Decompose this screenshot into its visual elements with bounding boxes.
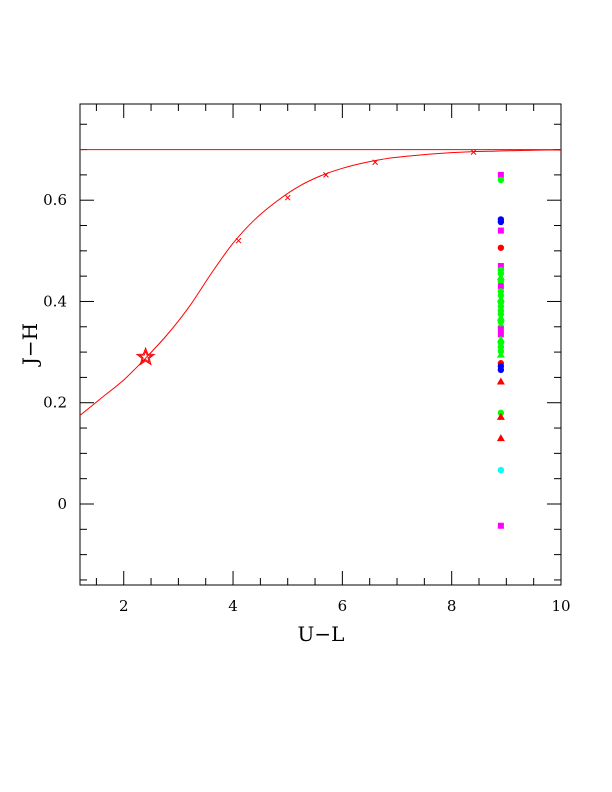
y-axis-label: J−H — [18, 323, 42, 367]
data-points — [496, 171, 505, 529]
curve-cross-marker — [372, 159, 379, 166]
y-tick-label: 0.4 — [43, 292, 67, 310]
plot-frame — [79, 103, 562, 586]
point-circle — [497, 318, 505, 325]
curve-cross-marker — [323, 172, 329, 178]
plot-frame-rect — [79, 103, 562, 586]
tick-labels: 2 4 6 8 10 0 0.2 0.4 0.6 — [43, 191, 570, 615]
point-triangle — [496, 377, 505, 385]
point-circle — [497, 278, 505, 285]
x-tick-label: 8 — [447, 597, 457, 615]
curve-cross-marker — [235, 237, 242, 244]
axis-ticks — [80, 104, 562, 585]
point-circle — [497, 409, 505, 417]
star-marker — [135, 346, 156, 366]
x-tick-label: 4 — [228, 597, 238, 615]
point-circle — [497, 176, 505, 184]
point-square — [497, 326, 504, 333]
point-triangle — [496, 412, 505, 420]
point-square — [497, 283, 504, 290]
curve-cross-marker — [284, 194, 291, 201]
point-circle — [497, 218, 505, 226]
point-circle — [497, 244, 505, 251]
point-triangle — [496, 313, 505, 321]
y-tick-label: 0.2 — [43, 394, 67, 412]
point-triangle — [496, 273, 505, 281]
point-square — [497, 331, 504, 338]
x-tick-label: 10 — [551, 597, 570, 615]
x-tick-label: 2 — [119, 597, 129, 615]
star-marker-inner — [138, 349, 153, 364]
x-tick-label: 6 — [338, 597, 348, 615]
x-axis-label: U−L — [298, 622, 345, 646]
model-curve — [80, 149, 561, 416]
model-curve-group — [80, 149, 561, 416]
point-square — [497, 227, 504, 234]
point-square — [497, 522, 504, 529]
curve-cross-marker — [470, 149, 477, 155]
y-tick-label: 0 — [57, 495, 67, 513]
point-square — [497, 263, 504, 270]
point-triangle — [496, 350, 505, 358]
point-square — [497, 171, 504, 178]
point-circle — [497, 466, 505, 474]
point-triangle — [496, 434, 505, 442]
y-tick-label: 0.6 — [43, 191, 67, 209]
point-circle — [497, 366, 505, 374]
